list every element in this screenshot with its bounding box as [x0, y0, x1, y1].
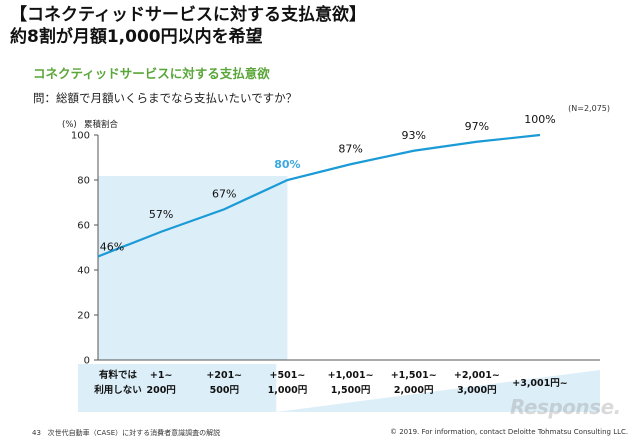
category-label: 200円	[146, 385, 175, 396]
data-label: 87%	[338, 142, 362, 155]
highlight-region	[98, 176, 288, 360]
survey-question: 問：総額で月額いくらまでなら支払いたいですか？	[33, 91, 298, 105]
data-label: 46%	[100, 241, 124, 254]
page-headline: 約8割が月額1,000円以内を希望	[10, 27, 263, 47]
category-label: +501~	[270, 370, 306, 381]
category-label: +2,001~	[454, 370, 500, 381]
data-label: 93%	[401, 129, 425, 142]
data-label: 97%	[465, 120, 489, 133]
category-label: 2,000円	[394, 385, 434, 396]
category-label: +1~	[150, 370, 173, 381]
category-label: +1,501~	[391, 370, 437, 381]
chart-subtitle: コネクティッドサービスに対する支払意欲	[33, 66, 270, 81]
category-label: 3,000円	[457, 385, 497, 396]
footer-left: 43 次世代自動車（CASE）に対する消費者意識調査の解説	[32, 428, 220, 438]
y-tick-label: 100	[71, 131, 90, 142]
y-tick-label: 20	[77, 311, 90, 322]
series-line	[97, 133, 541, 258]
y-tick-label: 60	[77, 221, 90, 232]
category-label: +201~	[206, 370, 242, 381]
data-label: 57%	[149, 208, 173, 221]
data-label: 80%	[274, 158, 300, 171]
title-block: 【コネクティッドサービスに対する支払意欲】 約8割が月額1,000円以内を希望	[10, 4, 366, 48]
sample-size: (N=2,075)	[568, 104, 610, 113]
y-tick-label: 80	[77, 176, 90, 187]
y-axis-label: 累積割合	[84, 119, 119, 130]
data-label: 67%	[212, 187, 236, 200]
page-title: 【コネクティッドサービスに対する支払意欲】	[10, 5, 366, 25]
category-label: 1,000円	[268, 385, 308, 396]
category-band-highlight	[78, 364, 277, 412]
document-title: 次世代自動車（CASE）に対する消費者意識調査の解説	[47, 429, 221, 437]
category-label: 1,500円	[331, 385, 371, 396]
category-label: 有料では	[99, 369, 138, 381]
data-label: 100%	[524, 113, 555, 126]
category-label: 500円	[210, 385, 239, 396]
category-label: +3,001円~	[512, 378, 567, 389]
y-axis-unit: (%)	[62, 120, 77, 130]
category-band-wedge	[276, 370, 600, 412]
copyright-notice: © 2019. For information, contact Deloitt…	[390, 428, 629, 436]
y-tick-label: 0	[84, 356, 90, 367]
page-number: 43	[32, 429, 41, 437]
y-tick-label: 40	[77, 266, 90, 277]
category-label: +1,001~	[328, 370, 374, 381]
watermark-logo: Response.	[510, 395, 621, 419]
category-label: 利用しない	[93, 384, 142, 396]
